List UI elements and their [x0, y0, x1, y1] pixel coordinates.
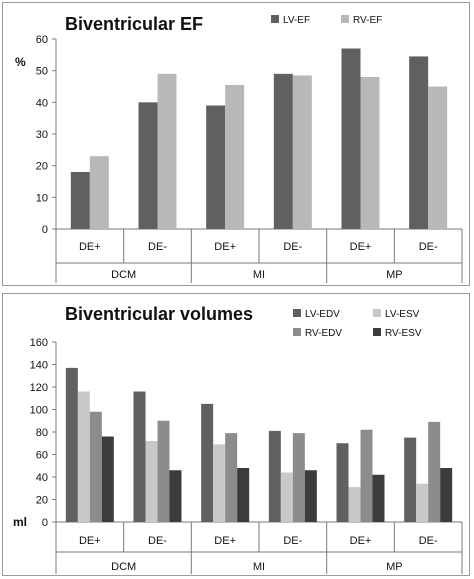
y-tick-label: 20: [36, 161, 48, 173]
x-group-label: MI: [253, 561, 265, 573]
bar-rv-esv: [372, 474, 385, 522]
volumes-chart-panel: Biventricular volumes ml LV-EDV LV-ESV RV-ED…: [2, 293, 470, 576]
x-category-label: DE-: [419, 535, 438, 547]
x-category-label: DE-: [148, 241, 167, 253]
y-tick-label: 0: [42, 517, 48, 529]
x-category-label: DE+: [214, 241, 236, 253]
bar-rv-ef: [225, 84, 245, 230]
bar-lv-edv: [65, 367, 78, 522]
legend-swatch-rv-ef: [341, 15, 349, 23]
x-category-label: DE-: [148, 535, 167, 547]
ef-chart: Biventricular EF% LV-EF RV-EF 0 10 20 30 40 50 60…: [15, 14, 463, 283]
bar-rv-esv: [169, 470, 182, 522]
bar-lv-esv: [77, 391, 90, 522]
bar-rv-edv: [292, 433, 305, 522]
ef-chart-panel: Biventricular EF% LV-EF RV-EF 0 10 20 30 40 50 60…: [2, 2, 470, 286]
x-category-label: DE-: [283, 535, 302, 547]
x-category-label: DE+: [350, 241, 372, 253]
legend-label-lv-edv: LV-EDV: [305, 309, 340, 320]
bar-rv-ef: [360, 77, 380, 229]
y-tick-label: 160: [30, 337, 48, 349]
legend-swatch-rv-edv: [293, 328, 301, 336]
y-tick-label: 40: [36, 472, 48, 484]
bar-lv-esv: [213, 444, 226, 522]
x-group-label: MI: [253, 269, 265, 281]
legend-label-rv-esv: RV-ESV: [385, 328, 422, 339]
bar-rv-edv: [360, 429, 373, 522]
bar-rv-edv: [89, 411, 102, 522]
bar-rv-edv: [157, 420, 170, 522]
legend-label-rv-ef: RV-EF: [353, 15, 382, 26]
bar-lv-ef: [206, 105, 226, 229]
legend-swatch-rv-esv: [373, 328, 381, 336]
bar-rv-ef: [292, 75, 312, 230]
y-axis-unit-label: ml: [13, 515, 27, 529]
y-axis-unit-label: %: [15, 55, 26, 69]
bar-lv-ef: [70, 172, 90, 229]
bar-rv-esv: [101, 436, 114, 522]
y-tick-label: 140: [30, 360, 48, 372]
bar-rv-ef: [428, 86, 448, 229]
y-tick-label: 100: [30, 405, 48, 417]
chart-title: Biventricular EF: [65, 14, 203, 34]
bar-lv-edv: [133, 391, 146, 522]
x-category-label: DE-: [419, 241, 438, 253]
legend-swatch-lv-esv: [373, 309, 381, 317]
y-tick-label: 60: [36, 34, 48, 46]
bar-lv-esv: [145, 441, 158, 522]
bar-rv-ef: [157, 73, 177, 229]
bar-rv-esv: [237, 468, 250, 522]
bar-lv-ef: [273, 73, 293, 229]
y-tick-label: 60: [36, 450, 48, 462]
bar-lv-edv: [201, 403, 214, 522]
legend-label-rv-edv: RV-EDV: [305, 328, 342, 339]
bar-lv-ef: [138, 102, 158, 229]
bar-rv-esv: [440, 468, 453, 522]
legend-swatch-lv-edv: [293, 309, 301, 317]
x-category-label: DE-: [283, 241, 302, 253]
y-tick-label: 0: [42, 224, 48, 236]
y-tick-label: 10: [36, 192, 48, 204]
bar-lv-edv: [404, 437, 417, 522]
bar-lv-edv: [336, 443, 349, 522]
volumes-chart: Biventricular volumes ml LV-EDV LV-ESV RV-ED…: [13, 304, 463, 574]
chart-title: Biventricular volumes: [65, 304, 253, 324]
x-category-label: DE+: [79, 535, 101, 547]
y-tick-label: 30: [36, 129, 48, 141]
y-tick-label: 20: [36, 495, 48, 507]
y-tick-label: 40: [36, 97, 48, 109]
x-category-label: DE+: [214, 535, 236, 547]
bar-lv-esv: [416, 483, 429, 522]
legend-label-lv-esv: LV-ESV: [385, 309, 420, 320]
bar-rv-edv: [428, 421, 441, 522]
x-category-label: DE+: [350, 535, 372, 547]
bar-rv-esv: [304, 470, 317, 522]
bar-lv-esv: [348, 487, 361, 522]
bar-rv-ef: [89, 156, 109, 229]
x-category-label: DE+: [79, 241, 101, 253]
x-group-label: DCM: [111, 269, 136, 281]
legend-label-lv-ef: LV-EF: [283, 15, 310, 26]
bar-lv-edv: [268, 430, 281, 522]
y-tick-label: 50: [36, 66, 48, 78]
x-group-label: MP: [386, 561, 403, 573]
x-group-label: DCM: [111, 561, 136, 573]
bar-lv-esv: [280, 472, 293, 522]
bar-rv-edv: [225, 433, 238, 522]
x-group-label: MP: [386, 269, 403, 281]
bar-lv-ef: [409, 56, 429, 229]
y-tick-label: 120: [30, 382, 48, 394]
bar-lv-ef: [341, 48, 361, 229]
legend-swatch-lv-ef: [271, 15, 279, 23]
y-tick-label: 80: [36, 427, 48, 439]
